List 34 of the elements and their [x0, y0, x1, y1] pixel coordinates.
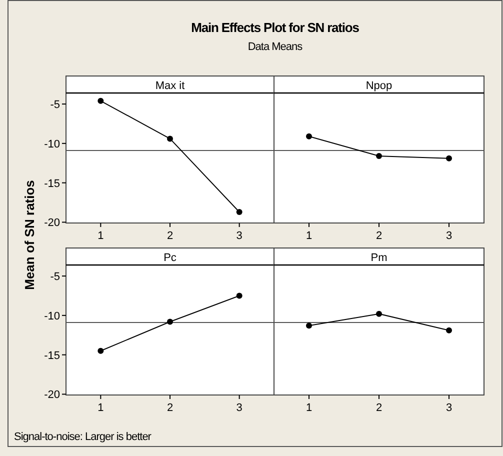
y-tick-label: -15 [44, 350, 60, 362]
text: Signal-to-noise: Larger is better [14, 431, 152, 443]
y-axis-title: Mean of SN ratios [22, 180, 37, 290]
chart-title: Npop [366, 80, 392, 92]
y-tick-label: -20 [44, 389, 60, 402]
x-tick-label: 2 [376, 402, 382, 414]
x-tick-label: 2 [166, 402, 174, 414]
point [236, 208, 242, 215]
x-tick-label: 3 [236, 402, 242, 414]
x-tick-label: 3 [236, 230, 242, 242]
y-tick-label: -15 [44, 178, 60, 190]
chart-title: Pm [370, 252, 388, 264]
x-tick-label: 3 [446, 230, 452, 242]
chart-title: Max it [155, 80, 185, 92]
x-tick-label: 1 [306, 402, 312, 414]
point [236, 292, 242, 299]
x-tick-label: 3 [446, 402, 452, 414]
y-tick-label: -5 [50, 271, 60, 284]
y-tick-label: -20 [44, 217, 60, 230]
point [167, 136, 173, 142]
text: Data Means [248, 41, 304, 53]
point [98, 348, 104, 354]
x-tick-label: 1 [98, 230, 104, 242]
point [167, 318, 173, 325]
chart-title: Pc [164, 252, 177, 264]
point [98, 98, 104, 104]
y-tick-label: -5 [50, 99, 60, 112]
x-tick-label: 1 [306, 230, 312, 242]
y-tick-label: -10 [44, 138, 60, 150]
x-tick-label: 1 [98, 402, 104, 414]
y-tick-label: -10 [44, 310, 60, 322]
text: Main Effects Plot for SN ratios [191, 20, 360, 35]
x-tick-label: 2 [376, 230, 382, 242]
x-tick-label: 2 [166, 230, 174, 242]
